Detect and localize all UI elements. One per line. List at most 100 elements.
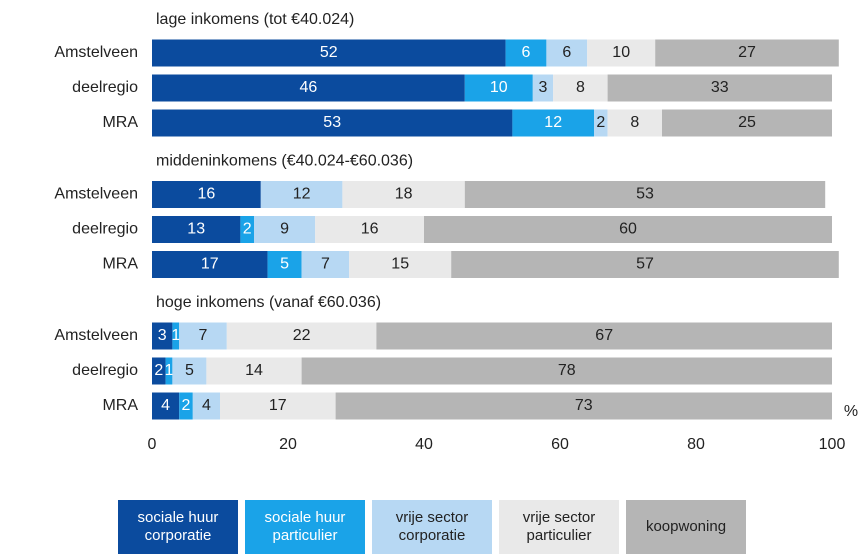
data-label: 60 xyxy=(619,221,637,238)
data-label: 9 xyxy=(280,221,289,238)
bar-segment xyxy=(152,216,241,243)
bar-segment xyxy=(260,181,343,208)
data-label: 52 xyxy=(320,44,338,61)
bar-segment xyxy=(152,322,173,350)
data-label: 18 xyxy=(395,186,413,203)
group-title: lage inkomens (tot €40.024) xyxy=(156,11,354,28)
bar-segment xyxy=(301,357,833,385)
bar-segment xyxy=(662,109,832,137)
bar-segment xyxy=(152,109,513,137)
data-label: 4 xyxy=(161,397,170,414)
bar-segment xyxy=(607,109,662,137)
data-label: 33 xyxy=(711,79,729,96)
data-label: 5 xyxy=(185,362,194,379)
bar-segment xyxy=(424,216,832,243)
x-tick-label: 20 xyxy=(279,436,297,453)
data-label: 16 xyxy=(361,221,379,238)
bar-segment xyxy=(254,216,316,243)
y-tick-label: MRA xyxy=(102,256,138,273)
bar-segment xyxy=(152,392,180,420)
y-tick-label: Amstelveen xyxy=(54,44,138,61)
bar-segment xyxy=(587,39,656,67)
data-label: 10 xyxy=(612,44,630,61)
bar-segment xyxy=(315,216,424,243)
y-tick-label: MRA xyxy=(102,397,138,414)
data-label: 14 xyxy=(245,362,263,379)
legend-item: koopwoning xyxy=(626,500,746,554)
bar-segment xyxy=(192,392,220,420)
bar-segment xyxy=(464,74,533,102)
data-label: 17 xyxy=(269,397,287,414)
y-tick-label: MRA xyxy=(102,114,138,131)
data-label: 13 xyxy=(187,221,205,238)
bar-segment xyxy=(376,322,832,350)
x-tick-label: 60 xyxy=(551,436,569,453)
data-label: 6 xyxy=(522,44,531,61)
bar-segment xyxy=(301,251,350,278)
data-label: 4 xyxy=(202,397,211,414)
legend-item: vrije sector corporatie xyxy=(372,500,492,554)
chart: % 0 20 40 60 80 100 lage inkomens (tot €40.024… xyxy=(54,11,858,453)
data-label: 2 xyxy=(154,362,163,379)
bar-segment xyxy=(179,392,193,420)
bar-segment xyxy=(607,74,832,102)
bar-segment xyxy=(464,181,826,208)
data-label: 10 xyxy=(490,79,508,96)
data-label: 5 xyxy=(280,256,289,273)
bar-segment xyxy=(267,251,302,278)
bar-segment xyxy=(512,109,594,137)
group-title: middeninkomens (€40.024-€60.036) xyxy=(156,153,413,170)
data-label: 22 xyxy=(293,327,311,344)
data-label: 53 xyxy=(636,186,654,203)
data-label: 7 xyxy=(321,256,330,273)
data-label: 12 xyxy=(293,186,311,203)
data-label: 15 xyxy=(391,256,409,273)
bar-segment xyxy=(165,357,173,385)
data-label: 57 xyxy=(636,256,654,273)
data-label: 78 xyxy=(558,362,576,379)
data-label: 73 xyxy=(575,397,593,414)
bar-segment xyxy=(152,74,465,102)
x-axis-label: % xyxy=(844,403,858,420)
x-tick-label: 80 xyxy=(687,436,705,453)
data-label: 46 xyxy=(300,79,318,96)
data-label: 25 xyxy=(738,114,756,131)
data-label: 67 xyxy=(595,327,613,344)
bar-segment xyxy=(553,74,608,102)
data-label: 8 xyxy=(630,114,639,131)
data-label: 17 xyxy=(201,256,219,273)
bar-segment xyxy=(152,357,166,385)
x-tick-label: 40 xyxy=(415,436,433,453)
data-label: 3 xyxy=(158,327,167,344)
group-title: hoge inkomens (vanaf €60.036) xyxy=(156,294,381,311)
bar-segment xyxy=(206,357,302,385)
bar-segment xyxy=(152,39,506,67)
data-label: 27 xyxy=(738,44,756,61)
data-label: 16 xyxy=(198,186,216,203)
bar-segment xyxy=(546,39,588,67)
bar-segment xyxy=(335,392,832,420)
data-label: 6 xyxy=(562,44,571,61)
data-label: 2 xyxy=(182,397,191,414)
legend-item: sociale huur corporatie xyxy=(118,500,238,554)
data-label: 8 xyxy=(576,79,585,96)
bar-segment xyxy=(532,74,554,102)
bar-segment xyxy=(172,357,207,385)
data-label: 2 xyxy=(243,221,252,238)
data-label: 1 xyxy=(165,362,174,379)
x-tick-label: 0 xyxy=(148,436,157,453)
data-label: 2 xyxy=(596,114,605,131)
bar-segment xyxy=(655,39,839,67)
y-tick-label: deelregio xyxy=(72,221,138,238)
bar-segment xyxy=(179,322,227,350)
y-tick-label: deelregio xyxy=(72,79,138,96)
bar-segment xyxy=(152,181,261,208)
bar-segment xyxy=(349,251,452,278)
legend-item: vrije sector particulier xyxy=(499,500,619,554)
data-label: 53 xyxy=(323,114,341,131)
bar-segment xyxy=(594,109,608,137)
bar-segment xyxy=(505,39,547,67)
bar-segment xyxy=(240,216,254,243)
bar-segment xyxy=(220,392,336,420)
